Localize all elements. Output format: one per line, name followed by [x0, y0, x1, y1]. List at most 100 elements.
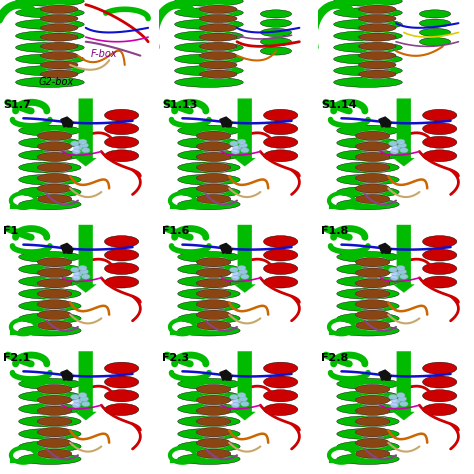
- Ellipse shape: [264, 150, 297, 162]
- Text: F-box: F-box: [91, 49, 117, 59]
- Ellipse shape: [176, 77, 242, 87]
- Ellipse shape: [356, 321, 390, 330]
- Ellipse shape: [18, 454, 81, 465]
- Ellipse shape: [41, 24, 78, 32]
- Ellipse shape: [78, 265, 87, 271]
- Ellipse shape: [178, 378, 240, 389]
- Text: S1.13: S1.13: [162, 100, 198, 110]
- Ellipse shape: [337, 162, 399, 173]
- Ellipse shape: [389, 267, 397, 273]
- Ellipse shape: [37, 131, 72, 140]
- FancyArrow shape: [393, 99, 414, 166]
- Ellipse shape: [264, 109, 298, 121]
- Ellipse shape: [233, 399, 241, 404]
- Ellipse shape: [231, 402, 240, 408]
- Ellipse shape: [196, 184, 231, 193]
- Ellipse shape: [264, 263, 297, 274]
- Ellipse shape: [337, 313, 399, 324]
- Ellipse shape: [72, 149, 81, 154]
- Ellipse shape: [37, 289, 72, 299]
- Ellipse shape: [423, 150, 456, 162]
- Ellipse shape: [338, 441, 398, 452]
- Ellipse shape: [178, 313, 240, 324]
- Ellipse shape: [104, 236, 139, 247]
- Ellipse shape: [20, 416, 80, 427]
- Text: F2.1: F2.1: [3, 353, 30, 363]
- Ellipse shape: [196, 194, 231, 204]
- Ellipse shape: [423, 390, 456, 401]
- Ellipse shape: [37, 406, 72, 415]
- Ellipse shape: [356, 279, 389, 288]
- Ellipse shape: [334, 42, 402, 53]
- Polygon shape: [220, 117, 231, 127]
- Ellipse shape: [422, 137, 457, 148]
- Ellipse shape: [422, 403, 457, 416]
- Ellipse shape: [41, 52, 78, 60]
- Ellipse shape: [196, 300, 231, 309]
- Ellipse shape: [20, 428, 80, 439]
- Ellipse shape: [178, 150, 240, 161]
- Polygon shape: [385, 122, 392, 127]
- Ellipse shape: [38, 163, 71, 172]
- Ellipse shape: [264, 137, 297, 148]
- Ellipse shape: [423, 376, 456, 388]
- Ellipse shape: [237, 139, 246, 144]
- Ellipse shape: [419, 10, 451, 18]
- Ellipse shape: [197, 268, 230, 277]
- Ellipse shape: [197, 142, 230, 151]
- Ellipse shape: [356, 310, 389, 319]
- Ellipse shape: [356, 289, 390, 299]
- Ellipse shape: [176, 0, 242, 6]
- Ellipse shape: [196, 279, 231, 288]
- Ellipse shape: [105, 249, 138, 261]
- Ellipse shape: [422, 123, 457, 135]
- Polygon shape: [379, 117, 390, 127]
- Ellipse shape: [336, 43, 401, 53]
- Ellipse shape: [37, 268, 72, 277]
- Ellipse shape: [338, 428, 398, 439]
- Ellipse shape: [197, 289, 230, 298]
- Ellipse shape: [264, 376, 298, 388]
- Ellipse shape: [356, 268, 390, 277]
- Ellipse shape: [38, 321, 71, 330]
- Polygon shape: [379, 370, 390, 380]
- Ellipse shape: [356, 142, 390, 151]
- Ellipse shape: [356, 268, 389, 277]
- Ellipse shape: [392, 145, 401, 150]
- Ellipse shape: [260, 47, 292, 55]
- Ellipse shape: [16, 8, 84, 18]
- Ellipse shape: [398, 396, 407, 401]
- Ellipse shape: [42, 33, 77, 41]
- Ellipse shape: [359, 70, 396, 78]
- Ellipse shape: [356, 417, 390, 426]
- Ellipse shape: [356, 300, 389, 309]
- Ellipse shape: [105, 276, 138, 288]
- Ellipse shape: [20, 301, 80, 311]
- Ellipse shape: [174, 65, 243, 76]
- Ellipse shape: [179, 379, 238, 389]
- Ellipse shape: [264, 109, 297, 121]
- Ellipse shape: [356, 152, 390, 162]
- Ellipse shape: [229, 267, 238, 273]
- Ellipse shape: [359, 5, 396, 13]
- Ellipse shape: [105, 150, 138, 162]
- Ellipse shape: [356, 163, 389, 172]
- Ellipse shape: [396, 139, 405, 144]
- Ellipse shape: [337, 325, 399, 336]
- Ellipse shape: [264, 236, 298, 247]
- Ellipse shape: [38, 385, 71, 394]
- Ellipse shape: [38, 310, 71, 319]
- Ellipse shape: [237, 265, 246, 271]
- Ellipse shape: [337, 454, 399, 465]
- Ellipse shape: [196, 152, 231, 162]
- Ellipse shape: [420, 38, 450, 46]
- Ellipse shape: [178, 288, 240, 299]
- Ellipse shape: [337, 416, 399, 427]
- Ellipse shape: [20, 125, 80, 136]
- Ellipse shape: [359, 42, 396, 50]
- Ellipse shape: [337, 187, 399, 197]
- Ellipse shape: [20, 403, 80, 414]
- Polygon shape: [61, 117, 72, 127]
- Ellipse shape: [20, 379, 80, 389]
- Ellipse shape: [337, 276, 399, 287]
